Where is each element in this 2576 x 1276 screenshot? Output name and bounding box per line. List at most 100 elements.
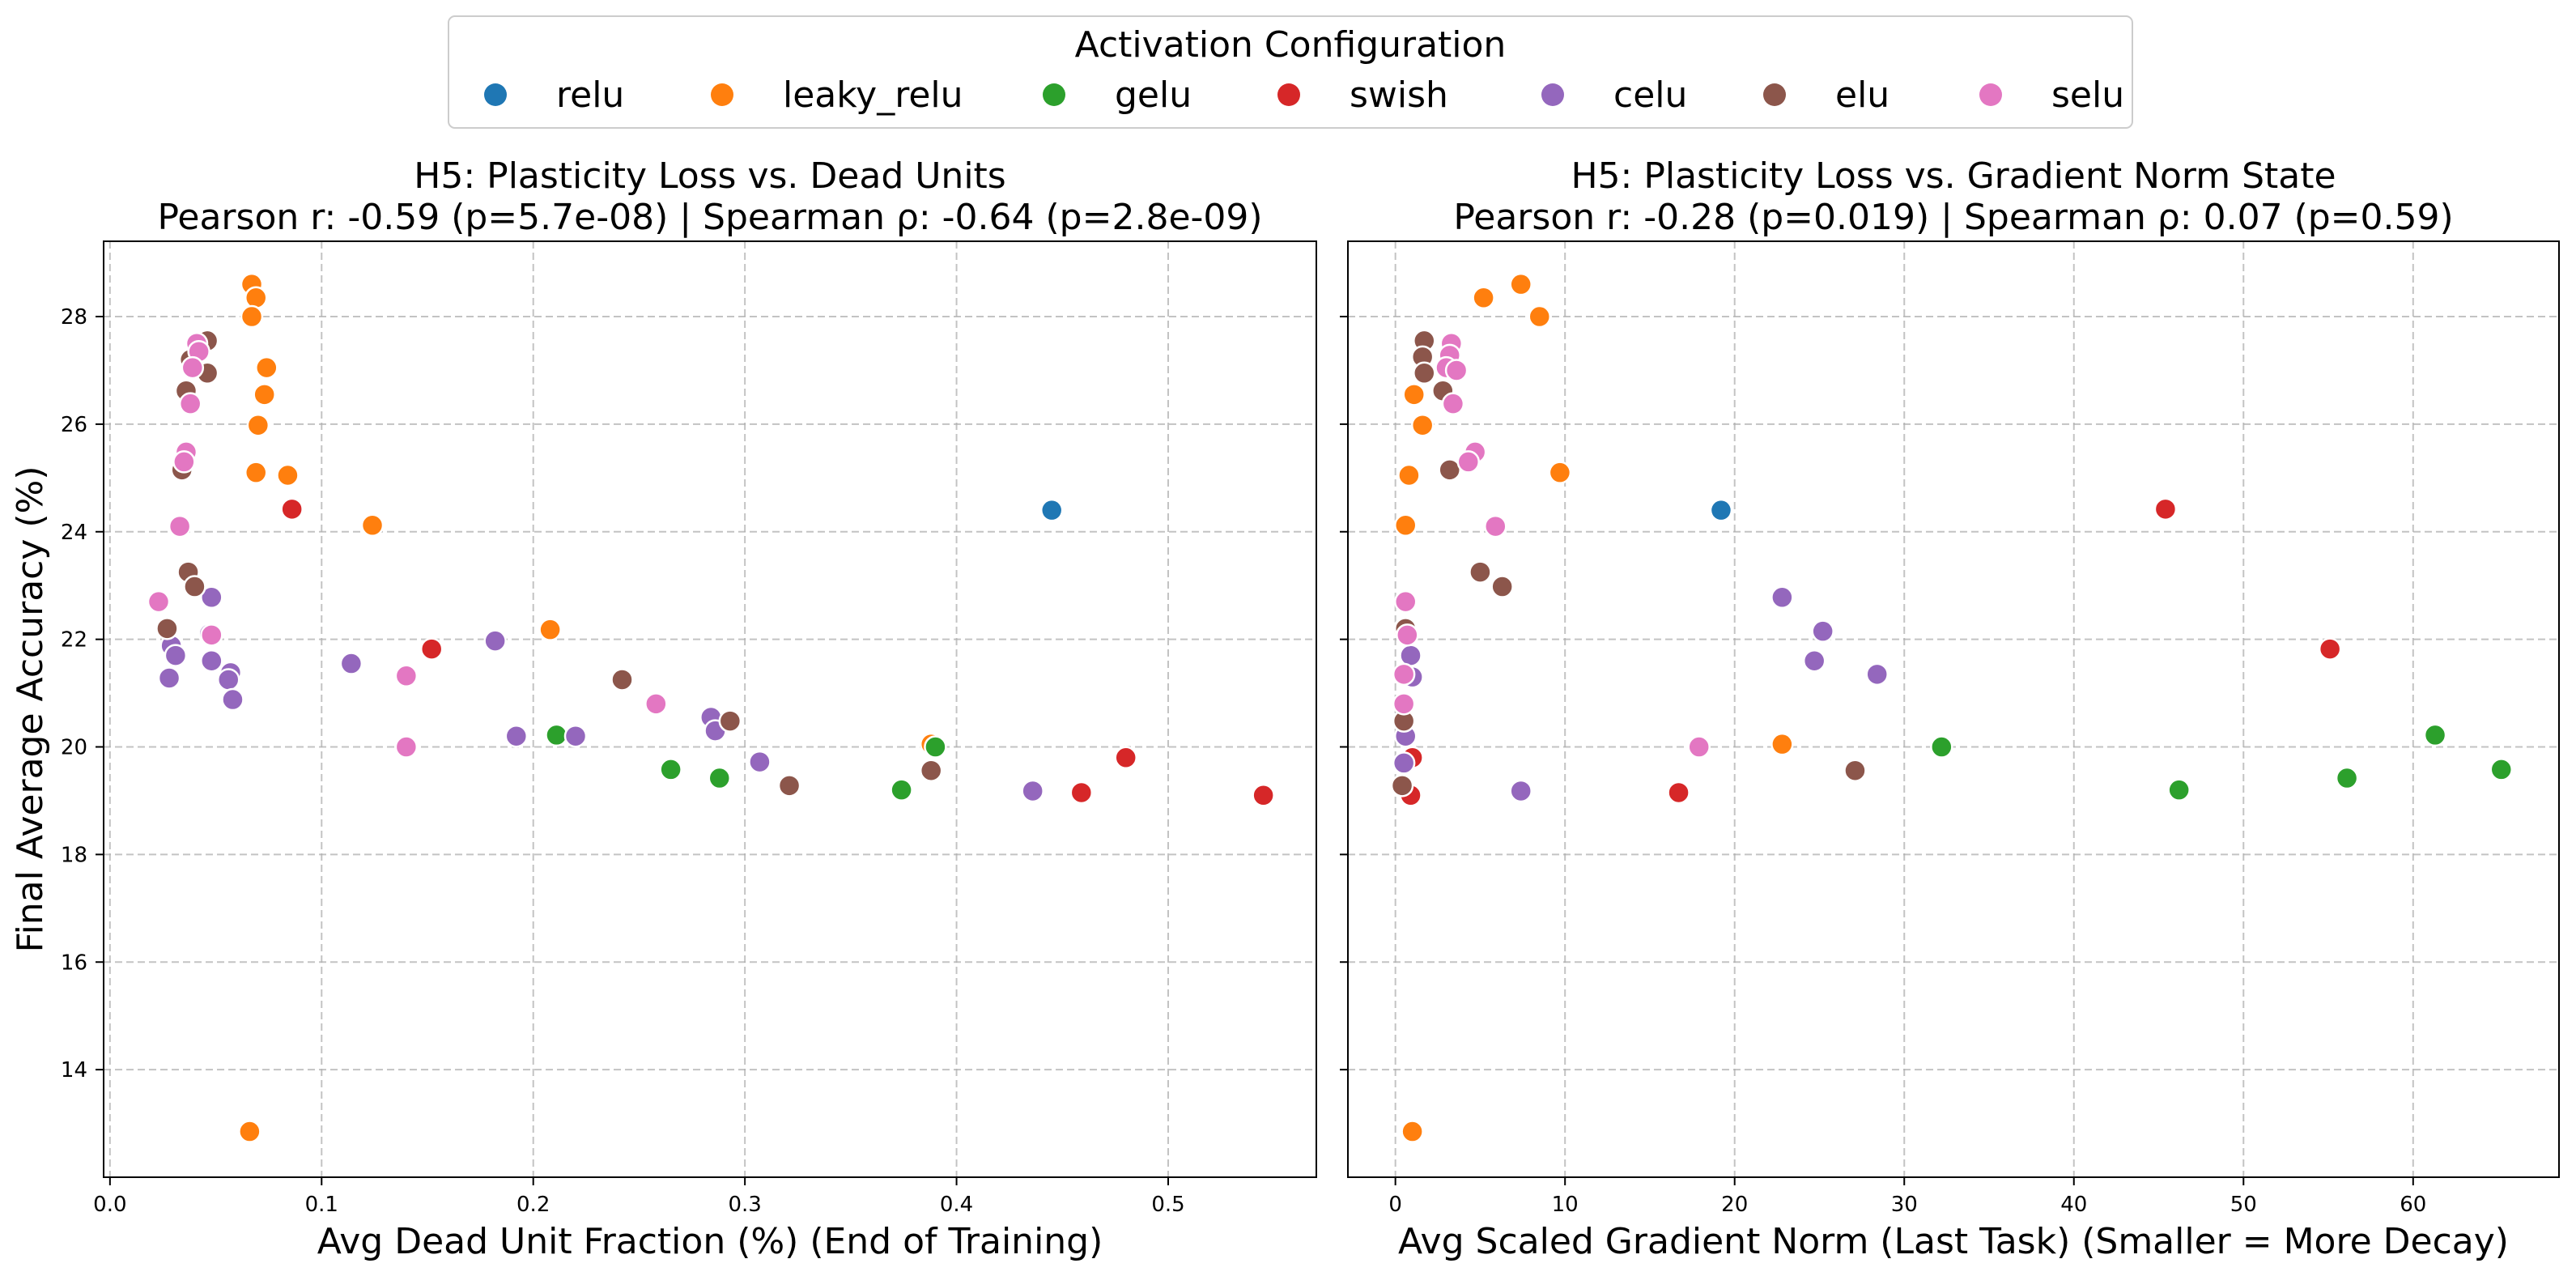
legend-entries: relu leaky_relu gelu swish celu elu selu bbox=[484, 74, 2124, 116]
left-point-swish bbox=[1252, 784, 1275, 807]
right-point-elu bbox=[1469, 560, 1492, 584]
left-point-celu bbox=[157, 666, 181, 690]
left-x-axis-label: Avg Dead Unit Fraction (%) (End of Train… bbox=[317, 1221, 1103, 1262]
right-x-tick-label: 10 bbox=[1552, 1193, 1579, 1217]
left-point-selu bbox=[178, 392, 202, 415]
right-panel-subtitle: Pearson r: -0.28 (p=0.019) | Spearman ρ:… bbox=[1453, 197, 2453, 238]
left-y-tick-label: 24 bbox=[61, 521, 87, 545]
left-point-celu bbox=[748, 750, 772, 774]
left-panel-subtitle: Pearson r: -0.59 (p=5.7e-08) | Spearman … bbox=[157, 197, 1262, 238]
right-point-gelu bbox=[2335, 766, 2359, 790]
left-point-relu bbox=[1039, 498, 1064, 522]
left-point-leaky_relu bbox=[238, 1120, 261, 1143]
right-point-selu bbox=[1396, 623, 1419, 647]
left-point-selu bbox=[181, 355, 205, 380]
right-point-leaky_relu bbox=[1397, 463, 1421, 487]
left-x-tick-label: 0.5 bbox=[1151, 1193, 1184, 1217]
legend-item-selu: selu bbox=[1979, 74, 2124, 116]
legend-label-swish: swish bbox=[1350, 74, 1448, 116]
right-point-swish bbox=[2153, 497, 2178, 521]
right-point-selu bbox=[1687, 735, 1711, 759]
right-plot-area bbox=[1348, 241, 2559, 1177]
right-point-swish bbox=[1667, 780, 1690, 805]
left-grid bbox=[104, 241, 1316, 1177]
left-point-leaky_relu bbox=[253, 383, 276, 406]
left-point-gelu bbox=[924, 735, 947, 759]
left-point-celu bbox=[1021, 779, 1044, 803]
left-y-tick-label: 28 bbox=[61, 305, 87, 330]
left-point-celu bbox=[221, 687, 244, 712]
right-point-relu bbox=[1709, 498, 1733, 522]
right-point-leaky_relu bbox=[1770, 732, 1794, 756]
right-point-celu bbox=[1811, 619, 1834, 643]
left-point-selu bbox=[200, 623, 223, 647]
legend-marker-relu bbox=[484, 83, 507, 106]
legend-frame bbox=[448, 15, 2133, 129]
right-panel: H5: Plasticity Loss vs. Gradient Norm St… bbox=[1340, 155, 2560, 1262]
left-point-leaky_relu bbox=[360, 513, 385, 538]
left-point-celu bbox=[563, 724, 588, 748]
right-point-gelu bbox=[2167, 778, 2191, 802]
right-point-celu bbox=[1392, 751, 1416, 775]
left-point-elu bbox=[718, 709, 742, 733]
legend-item-gelu: gelu bbox=[1043, 74, 1192, 116]
left-point-swish bbox=[419, 637, 444, 661]
left-point-leaky_relu bbox=[244, 461, 268, 484]
legend-item-elu: elu bbox=[1763, 74, 1889, 116]
right-point-leaky_relu bbox=[1393, 513, 1418, 538]
left-point-celu bbox=[504, 724, 529, 748]
left-point-swish bbox=[1069, 780, 1094, 805]
legend-marker-leaky_relu bbox=[711, 83, 733, 106]
left-point-celu bbox=[200, 649, 223, 673]
legend-title: Activation Configuration bbox=[1075, 24, 1507, 66]
left-point-gelu bbox=[890, 778, 913, 802]
right-point-gelu bbox=[1930, 735, 1953, 759]
left-y-axis-label: Final Average Accuracy (%) bbox=[10, 466, 51, 952]
left-y-tick-label: 18 bbox=[61, 843, 87, 867]
left-point-selu bbox=[168, 514, 192, 538]
right-point-selu bbox=[1484, 514, 1507, 538]
legend-marker-celu bbox=[1541, 83, 1564, 106]
right-point-celu bbox=[1865, 662, 1889, 687]
left-x-tick-label: 0.2 bbox=[516, 1193, 550, 1217]
right-point-gelu bbox=[2489, 758, 2514, 781]
right-point-leaky_relu bbox=[1472, 286, 1495, 310]
right-point-elu bbox=[1413, 361, 1436, 385]
right-point-leaky_relu bbox=[1402, 383, 1426, 406]
right-point-leaky_relu bbox=[1528, 304, 1552, 329]
left-point-leaky_relu bbox=[255, 355, 278, 380]
legend-item-leaky_relu: leaky_relu bbox=[711, 74, 963, 116]
left-y-tick-label: 16 bbox=[61, 951, 87, 975]
left-point-celu bbox=[164, 644, 188, 667]
right-point-selu bbox=[1392, 692, 1416, 716]
legend-item-swish: swish bbox=[1277, 74, 1448, 116]
left-point-swish bbox=[1114, 746, 1137, 770]
right-axes-frame bbox=[1347, 240, 2560, 1178]
legend-label-selu: selu bbox=[2051, 74, 2124, 116]
right-point-selu bbox=[1444, 359, 1469, 382]
right-point-leaky_relu bbox=[1509, 272, 1532, 296]
right-x-tick-label: 0 bbox=[1388, 1193, 1402, 1217]
left-point-selu bbox=[394, 735, 419, 759]
left-point-elu bbox=[183, 575, 206, 598]
left-panel-title: H5: Plasticity Loss vs. Dead Units bbox=[414, 155, 1005, 197]
left-point-elu bbox=[610, 668, 634, 691]
right-x-tick-label: 50 bbox=[2230, 1193, 2257, 1217]
left-x-tick-label: 0.4 bbox=[940, 1193, 973, 1217]
left-y-tick-label: 26 bbox=[61, 413, 87, 437]
left-x-tick-label: 0.3 bbox=[728, 1193, 761, 1217]
legend-marker-gelu bbox=[1043, 83, 1065, 106]
left-y-tick-label: 22 bbox=[61, 628, 87, 653]
right-x-axis-label: Avg Scaled Gradient Norm (Last Task) (Sm… bbox=[1398, 1221, 2509, 1262]
right-point-elu bbox=[1490, 575, 1514, 598]
legend-item-celu: celu bbox=[1541, 74, 1687, 116]
legend-label-gelu: gelu bbox=[1115, 74, 1192, 116]
left-point-gelu bbox=[659, 758, 682, 781]
left-point-celu bbox=[339, 652, 363, 675]
left-ticks: 0.0 0.1 0.2 0.3 0.4 0.5 14 16 18 20 22 24 26 28 bbox=[61, 305, 1185, 1217]
right-x-tick-label: 30 bbox=[1891, 1193, 1918, 1217]
right-point-elu bbox=[1390, 774, 1414, 798]
legend-label-elu: elu bbox=[1835, 74, 1889, 116]
left-point-celu bbox=[200, 585, 223, 610]
